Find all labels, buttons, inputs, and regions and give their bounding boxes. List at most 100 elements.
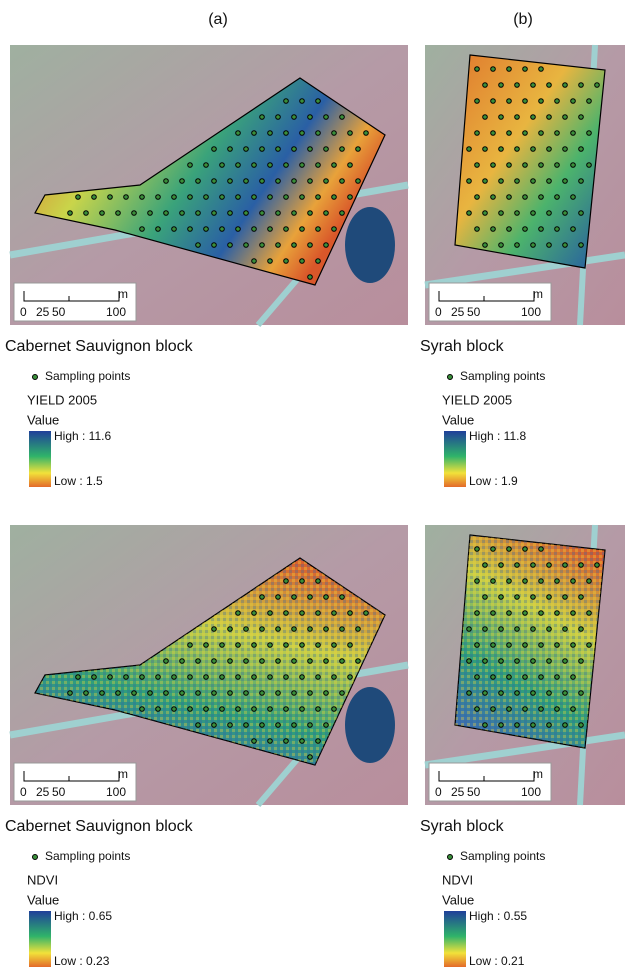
sampling-point (547, 691, 552, 696)
sampling-point (268, 739, 273, 744)
sampling-point (196, 659, 201, 664)
sampling-point (148, 211, 153, 216)
sampling-point (491, 99, 496, 104)
sampling-point (475, 131, 480, 136)
sampling-point (316, 707, 321, 712)
sampling-point (539, 99, 544, 104)
sampling-point (164, 179, 169, 184)
sampling-point (563, 563, 568, 568)
scale-tick-label: 25 (451, 305, 465, 319)
sampling-point (340, 179, 345, 184)
sampling-point (236, 643, 241, 648)
sampling-point (324, 211, 329, 216)
sampling-point (236, 611, 241, 616)
sampling-point (308, 275, 313, 280)
sampling-point (547, 595, 552, 600)
sampling-point (547, 211, 552, 216)
scale-tick-label: 50 (52, 305, 66, 319)
sampling-point (292, 723, 297, 728)
sampling-point (475, 547, 480, 552)
sampling-point (220, 163, 225, 168)
sampling-point (579, 243, 584, 248)
sampling-point (204, 227, 209, 232)
sampling-point (212, 691, 217, 696)
scale-unit: m (533, 287, 543, 301)
sampling-point (324, 723, 329, 728)
sampling-point (539, 67, 544, 72)
legend-high: High : 0.55 (469, 909, 527, 923)
sampling-point (483, 147, 488, 152)
sampling-point (547, 243, 552, 248)
sampling-point (515, 659, 520, 664)
sampling-point (539, 611, 544, 616)
sampling-point (228, 659, 233, 664)
sampling-point (244, 179, 249, 184)
sampling-point (499, 147, 504, 152)
sampling-point (340, 659, 345, 664)
sampling-point (531, 211, 536, 216)
sampling-point (555, 163, 560, 168)
sampling-point (507, 611, 512, 616)
map: m02550100 (425, 525, 625, 805)
sampling-point (324, 691, 329, 696)
sampling-point (260, 211, 265, 216)
sampling-point (212, 147, 217, 152)
scale-tick-label: 50 (52, 785, 66, 799)
sampling-point (276, 659, 281, 664)
sampling-point (180, 179, 185, 184)
sampling-point (300, 195, 305, 200)
sampling-point (284, 643, 289, 648)
sampling-point (563, 691, 568, 696)
sampling-point (523, 643, 528, 648)
sampling-point (228, 691, 233, 696)
sampling-point (132, 211, 137, 216)
sampling-point (364, 131, 369, 136)
sampling-point (220, 675, 225, 680)
sampling-point (483, 659, 488, 664)
sampling-point (276, 723, 281, 728)
sampling-point (547, 179, 552, 184)
sampling-point (491, 611, 496, 616)
sampling-point (507, 675, 512, 680)
sampling-point (539, 163, 544, 168)
scale-tick-label: 100 (521, 305, 541, 319)
legend-label: Sampling points (45, 849, 130, 863)
block-title: Syrah block (420, 338, 505, 355)
column-label: (b) (513, 11, 533, 28)
sampling-point (316, 675, 321, 680)
sampling-point (204, 675, 209, 680)
sampling-point (539, 675, 544, 680)
color-ramp (444, 911, 466, 967)
sampling-point (356, 147, 361, 152)
sampling-point (507, 227, 512, 232)
sampling-point (563, 179, 568, 184)
sampling-point (324, 659, 329, 664)
sampling-point (300, 99, 305, 104)
sampling-point (292, 595, 297, 600)
sampling-point (563, 115, 568, 120)
sampling-point (316, 739, 321, 744)
sampling-point (292, 115, 297, 120)
sampling-point (507, 547, 512, 552)
sampling-point (507, 195, 512, 200)
sampling-point (491, 131, 496, 136)
sampling-point (292, 147, 297, 152)
sampling-point (252, 259, 257, 264)
sampling-point (244, 723, 249, 728)
sampling-point (563, 243, 568, 248)
sampling-point (212, 659, 217, 664)
sampling-point (188, 643, 193, 648)
scale-tick-label: 100 (106, 305, 126, 319)
legend-heading: Value (27, 892, 59, 907)
sampling-point (116, 691, 121, 696)
legend-variable: NDVI (27, 872, 58, 887)
sampling-point (228, 179, 233, 184)
sampling-point (348, 131, 353, 136)
sampling-point (515, 179, 520, 184)
sampling-point (308, 147, 313, 152)
sampling-point (555, 675, 560, 680)
sampling-point (467, 691, 472, 696)
sampling-point (316, 131, 321, 136)
scale-tick-label: 50 (467, 305, 481, 319)
sampling-point (579, 211, 584, 216)
